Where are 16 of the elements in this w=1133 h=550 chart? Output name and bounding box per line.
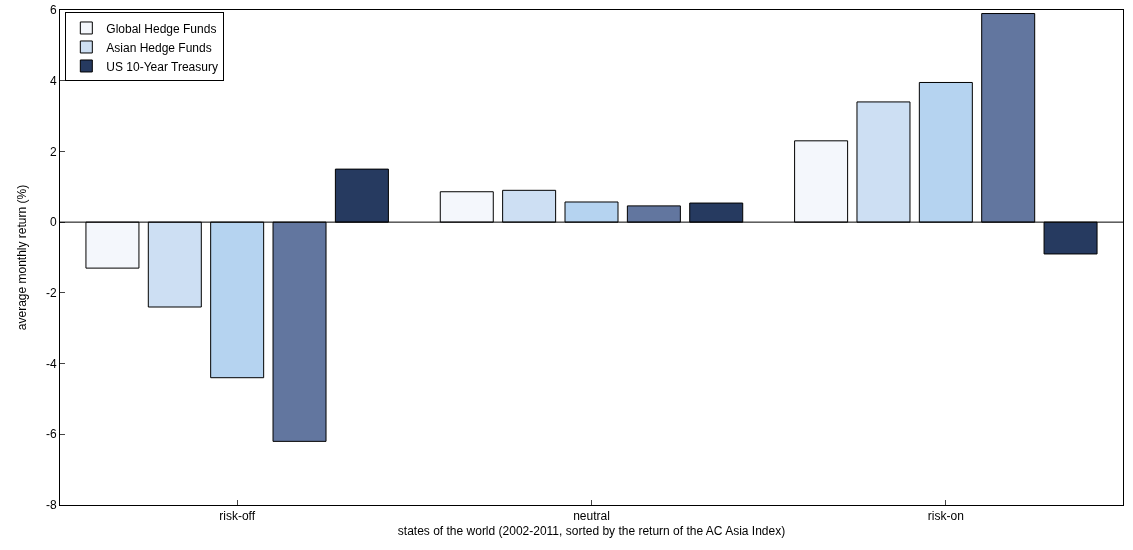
y-tick-label: -2	[45, 286, 57, 301]
x-tick-label: risk-on	[927, 509, 964, 524]
y-tick-label: -4	[45, 356, 57, 371]
y-tick-label: -6	[45, 427, 57, 442]
y-axis-title: average monthly return (%)	[15, 184, 29, 331]
legend-label: Asian Hedge Funds	[106, 40, 212, 55]
x-tick-label: risk-off	[219, 509, 256, 524]
x-tick-label: neutral	[573, 509, 610, 524]
y-tick-label: 4	[49, 73, 57, 88]
x-axis-title: states of the world (2002-2011, sorted by the return of the AC Asia Index)	[397, 524, 786, 539]
y-tick-label: 0	[49, 215, 57, 230]
legend-label: Global Hedge Funds	[106, 21, 217, 36]
legend-label: US 10-Year Treasury	[106, 59, 218, 74]
y-tick-label: 2	[49, 144, 57, 159]
y-tick-label: 6	[49, 3, 57, 18]
y-tick-label: -8	[45, 498, 57, 513]
